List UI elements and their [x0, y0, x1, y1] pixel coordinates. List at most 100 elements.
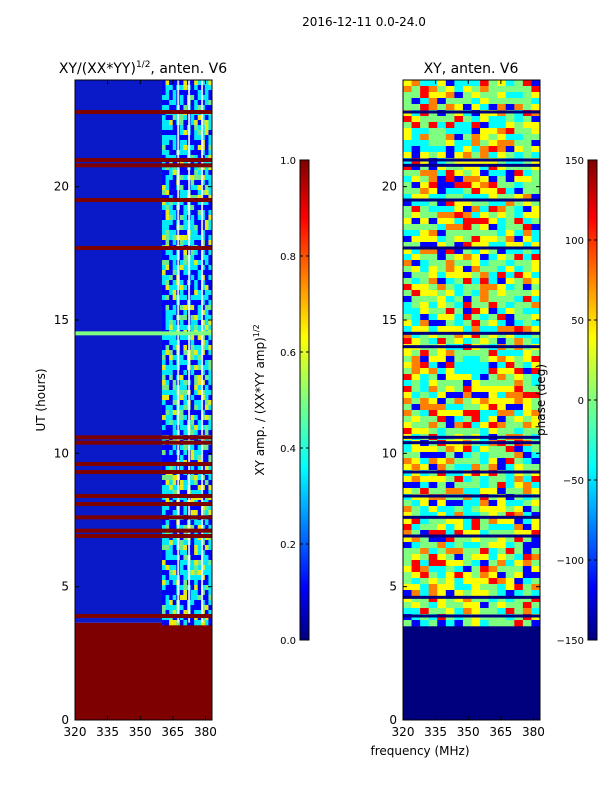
amplitude-heatmap-cell: [172, 580, 177, 586]
amplitude-heatmap-cell: [183, 385, 188, 391]
phase-heatmap-cell: [471, 428, 481, 435]
amplitude-heatmap-cell: [197, 395, 202, 401]
phase-heatmap-cell: [488, 326, 498, 333]
phase-heatmap-cell: [428, 458, 438, 465]
phase-heatmap-cell: [471, 524, 481, 531]
amplitude-heatmap-cell: [190, 600, 195, 606]
phase-heatmap-cell: [420, 554, 429, 561]
phase-heatmap-cell: [497, 218, 507, 225]
amplitude-heatmap-cell: [172, 425, 177, 431]
phase-heatmap-cell: [428, 452, 438, 459]
amplitude-heatmap-cell: [169, 325, 174, 331]
amplitude-heatmap-cell: [201, 145, 206, 151]
phase-heatmap-cell: [445, 590, 455, 597]
amplitude-heatmap-cell: [190, 345, 195, 351]
phase-heatmap-cell: [462, 542, 472, 549]
phase-heatmap-cell: [488, 608, 498, 615]
phase-heatmap-cell: [531, 254, 540, 261]
amplitude-heatmap-cell: [194, 170, 199, 176]
amplitude-heatmap-cell: [194, 285, 199, 291]
amplitude-heatmap-cell: [190, 130, 195, 136]
phase-x-tick-label: 335: [424, 725, 447, 739]
phase-heatmap-cell: [531, 260, 540, 267]
amplitude-heatmap-cell: [172, 125, 177, 131]
amplitude-heatmap-cell: [190, 475, 195, 481]
amplitude-heatmap-cell: [169, 590, 174, 596]
amplitude-heatmap-cell: [208, 610, 212, 616]
amplitude-heatmap-cell: [190, 90, 195, 96]
amplitude-heatmap-cell: [172, 165, 177, 171]
amplitude-heatmap-cell: [183, 555, 188, 561]
amplitude-heatmap-cell: [197, 325, 202, 331]
phase-heatmap-cell: [403, 338, 412, 345]
amplitude-heatmap-cell: [204, 125, 209, 131]
amplitude-heatmap-cell: [208, 115, 212, 121]
phase-heatmap-cell: [488, 188, 498, 195]
amplitude-heatmap-cell: [194, 525, 199, 531]
phase-heatmap-cell: [454, 92, 464, 99]
phase-heatmap-cell: [454, 416, 464, 423]
phase-heatmap-cell: [411, 422, 421, 429]
phase-heatmap-cell: [428, 254, 438, 261]
phase-heatmap-cell: [454, 188, 464, 195]
phase-heatmap-cell: [437, 386, 447, 393]
phase-heatmap-cell: [497, 248, 507, 255]
phase-heatmap-cell: [411, 254, 421, 261]
phase-heatmap-cell: [437, 452, 447, 459]
phase-heatmap-cell: [445, 338, 455, 345]
amplitude-heatmap-cell: [197, 450, 202, 456]
phase-heatmap-cell: [480, 206, 489, 213]
phase-heatmap-cell: [437, 416, 447, 423]
amplitude-heatmap-cell: [208, 580, 212, 586]
amplitude-heatmap-cell: [208, 235, 212, 241]
phase-heatmap-cell: [445, 182, 455, 189]
phase-heatmap-cell: [428, 104, 438, 111]
phase-heatmap-cell: [497, 290, 507, 297]
phase-heatmap-cell: [428, 416, 438, 423]
amplitude-heatmap-cell: [172, 510, 177, 516]
amplitude-heatmap-cell: [179, 480, 184, 486]
amplitude-heatmap-cell: [204, 295, 209, 301]
amplitude-heatmap-cell: [190, 270, 195, 276]
phase-heatmap-cell: [411, 602, 421, 609]
phase-heatmap-cell: [505, 326, 515, 333]
phase-heatmap-cell: [488, 170, 498, 177]
amplitude-heatmap-cell: [179, 285, 184, 291]
phase-heatmap-cell: [480, 518, 489, 525]
amplitude-heatmap-cell: [161, 345, 166, 351]
phase-heatmap-cell: [522, 506, 532, 513]
phase-heatmap-cell: [428, 152, 438, 159]
phase-heatmap-cell: [462, 560, 472, 567]
phase-heatmap-cell: [488, 602, 498, 609]
amplitude-heatmap-cell: [194, 455, 199, 461]
amplitude-heatmap-cell: [169, 135, 174, 141]
phase-heatmap-cell: [428, 476, 438, 483]
phase-heatmap-cell: [522, 200, 532, 207]
phase-heatmap-cell: [445, 296, 455, 303]
amplitude-heatmap-cell: [190, 235, 195, 241]
phase-heatmap-cell: [445, 290, 455, 297]
phase-heatmap-cell: [411, 362, 421, 369]
amplitude-heatmap-cell: [194, 80, 199, 86]
phase-heatmap-cell: [411, 530, 421, 537]
amplitude-heatmap-cell: [183, 265, 188, 271]
phase-heatmap-cell: [497, 428, 507, 435]
phase-heatmap-cell: [454, 80, 464, 87]
phase-heatmap-cell: [462, 194, 472, 201]
phase-heatmap-cell: [454, 458, 464, 465]
amplitude-heatmap-cell: [161, 240, 166, 246]
phase-heatmap-cell: [462, 188, 472, 195]
phase-heatmap-cell: [403, 590, 412, 597]
amplitude-heatmap-cell: [172, 105, 177, 111]
amplitude-heatmap-cell: [161, 130, 166, 136]
amplitude-heatmap-cell: [201, 210, 206, 216]
phase-heatmap-cell: [445, 188, 455, 195]
phase-heatmap-cell: [522, 362, 532, 369]
amplitude-heatmap-cell: [172, 135, 177, 141]
phase-heatmap-cell: [480, 524, 489, 531]
phase-heatmap-cell: [514, 332, 524, 339]
phase-heatmap-cell: [428, 284, 438, 291]
amplitude-heatmap-cell: [183, 85, 188, 91]
phase-heatmap-cell: [522, 308, 532, 315]
phase-heatmap-cell: [411, 566, 421, 573]
